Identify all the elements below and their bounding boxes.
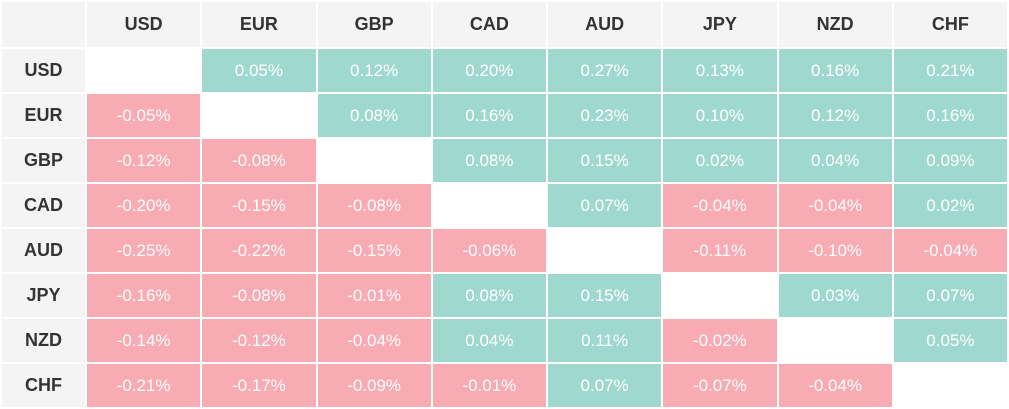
heatmap-cell: -0.15% xyxy=(200,182,318,229)
heatmap-row: CAD -0.20% -0.15% -0.08% 0.07% -0.04% -0.04% 0.… xyxy=(0,182,1009,229)
heatmap-cell: -0.20% xyxy=(84,182,203,229)
heatmap-cell: -0.07% xyxy=(661,362,779,409)
heatmap-cell: -0.01% xyxy=(315,272,433,319)
heatmap-row: USD 0.05% 0.12% 0.20% 0.27% 0.13% 0.16% 0.21% xyxy=(0,47,1009,94)
diagonal-cell xyxy=(200,92,318,139)
column-header: JPY xyxy=(661,0,779,49)
row-header: AUD xyxy=(0,227,87,274)
row-header: JPY xyxy=(0,272,87,319)
diagonal-cell xyxy=(661,272,779,319)
heatmap-cell: -0.17% xyxy=(200,362,318,409)
diagonal-cell xyxy=(545,227,664,274)
diagonal-cell xyxy=(430,182,549,229)
heatmap-cell: -0.12% xyxy=(200,317,318,364)
heatmap-cell: -0.05% xyxy=(84,92,203,139)
row-header: USD xyxy=(0,47,87,94)
heatmap-cell: -0.04% xyxy=(891,227,1009,274)
heatmap-cell: -0.21% xyxy=(84,362,203,409)
heatmap-cell: -0.04% xyxy=(315,317,433,364)
row-header: NZD xyxy=(0,317,87,364)
heatmap-cell: -0.22% xyxy=(200,227,318,274)
heatmap-cell: -0.12% xyxy=(84,137,203,184)
heatmap-row: GBP -0.12% -0.08% 0.08% 0.15% 0.02% 0.04% 0.09% xyxy=(0,137,1009,184)
heatmap-cell: 0.16% xyxy=(430,92,549,139)
heatmap-cell: -0.04% xyxy=(776,362,894,409)
column-header-row: USD EUR GBP CAD AUD JPY NZD CHF xyxy=(0,0,1009,49)
heatmap-cell: -0.08% xyxy=(200,272,318,319)
heatmap-cell: 0.20% xyxy=(430,47,549,94)
column-header: AUD xyxy=(545,0,664,49)
heatmap-cell: 0.02% xyxy=(661,137,779,184)
heatmap-cell: -0.15% xyxy=(315,227,433,274)
heatmap-cell: -0.08% xyxy=(315,182,433,229)
heatmap-cell: -0.06% xyxy=(430,227,549,274)
heatmap-cell: -0.04% xyxy=(776,182,894,229)
diagonal-cell xyxy=(315,137,433,184)
heatmap-cell: 0.05% xyxy=(891,317,1009,364)
diagonal-cell xyxy=(891,362,1009,409)
heatmap-cell: 0.15% xyxy=(545,272,664,319)
column-header: GBP xyxy=(315,0,433,49)
heatmap-cell: -0.10% xyxy=(776,227,894,274)
heatmap-cell: 0.15% xyxy=(545,137,664,184)
column-header: EUR xyxy=(200,0,318,49)
heatmap-cell: -0.25% xyxy=(84,227,203,274)
heatmap-cell: 0.03% xyxy=(776,272,894,319)
column-header: USD xyxy=(84,0,203,49)
diagonal-cell xyxy=(776,317,894,364)
row-header: GBP xyxy=(0,137,87,184)
heatmap-cell: 0.08% xyxy=(430,272,549,319)
heatmap-cell: 0.10% xyxy=(661,92,779,139)
heatmap-cell: 0.07% xyxy=(545,362,664,409)
heatmap-cell: 0.12% xyxy=(315,47,433,94)
heatmap-cell: 0.04% xyxy=(776,137,894,184)
heatmap-cell: -0.14% xyxy=(84,317,203,364)
row-header: EUR xyxy=(0,92,87,139)
heatmap-cell: -0.01% xyxy=(430,362,549,409)
heatmap-cell: -0.04% xyxy=(661,182,779,229)
heatmap-cell: -0.02% xyxy=(661,317,779,364)
heatmap-body: USD 0.05% 0.12% 0.20% 0.27% 0.13% 0.16% 0.21% EU… xyxy=(0,47,1009,409)
heatmap-row: EUR -0.05% 0.08% 0.16% 0.23% 0.10% 0.12% 0.16% xyxy=(0,92,1009,139)
heatmap-row: NZD -0.14% -0.12% -0.04% 0.04% 0.11% -0.02% 0.0… xyxy=(0,317,1009,364)
heatmap-cell: 0.05% xyxy=(200,47,318,94)
row-header: CHF xyxy=(0,362,87,409)
heatmap-cell: -0.11% xyxy=(661,227,779,274)
heatmap-cell: -0.16% xyxy=(84,272,203,319)
column-header: NZD xyxy=(776,0,894,49)
heatmap-row: JPY -0.16% -0.08% -0.01% 0.08% 0.15% 0.03% 0.07… xyxy=(0,272,1009,319)
heatmap-cell: 0.09% xyxy=(891,137,1009,184)
heatmap-cell: 0.02% xyxy=(891,182,1009,229)
heatmap-row: CHF -0.21% -0.17% -0.09% -0.01% 0.07% -0.07% -0… xyxy=(0,362,1009,409)
heatmap-cell: 0.04% xyxy=(430,317,549,364)
heatmap-cell: 0.23% xyxy=(545,92,664,139)
heatmap-cell: 0.12% xyxy=(776,92,894,139)
heatmap-cell: 0.08% xyxy=(430,137,549,184)
diagonal-cell xyxy=(84,47,203,94)
heatmap-cell: -0.08% xyxy=(200,137,318,184)
heatmap-cell: 0.16% xyxy=(891,92,1009,139)
corner-cell xyxy=(0,0,87,49)
row-header: CAD xyxy=(0,182,87,229)
heatmap-row: AUD -0.25% -0.22% -0.15% -0.06% -0.11% -0.10% -… xyxy=(0,227,1009,274)
heatmap-cell: 0.27% xyxy=(545,47,664,94)
heatmap-cell: 0.11% xyxy=(545,317,664,364)
heatmap-cell: 0.07% xyxy=(545,182,664,229)
column-header: CAD xyxy=(430,0,549,49)
heatmap-cell: 0.21% xyxy=(891,47,1009,94)
heatmap-cell: 0.07% xyxy=(891,272,1009,319)
heatmap-cell: 0.13% xyxy=(661,47,779,94)
heatmap-cell: 0.08% xyxy=(315,92,433,139)
heatmap-cell: 0.16% xyxy=(776,47,894,94)
column-header: CHF xyxy=(891,0,1009,49)
heatmap-cell: -0.09% xyxy=(315,362,433,409)
